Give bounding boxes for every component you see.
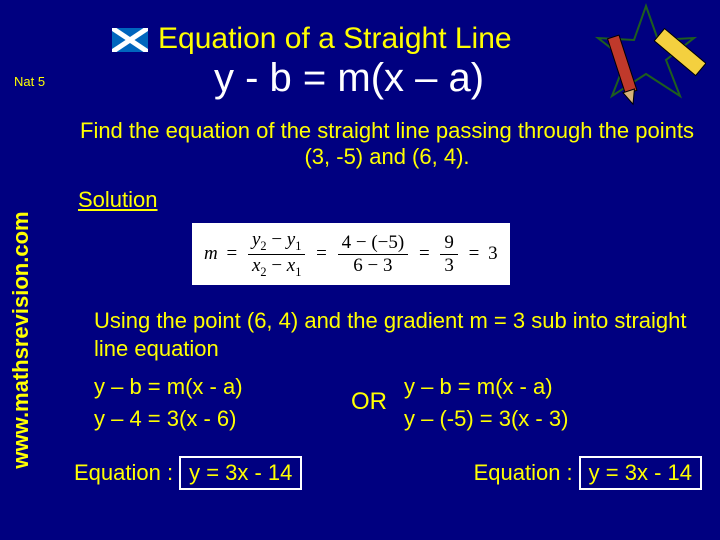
- using-text: Using the point (6, 4) and the gradient …: [94, 307, 702, 362]
- formula-m-label: m: [204, 243, 218, 264]
- content-area: Find the equation of the straight line p…: [72, 118, 702, 490]
- saltire-flag-icon: [112, 28, 148, 52]
- right-column: y – b = m(x - a) y – (-5) = 3(x - 3): [404, 374, 684, 438]
- pencil-ruler-starburst-icon: [586, 0, 706, 120]
- left-column: y – b = m(x - a) y – 4 = 3(x - 6): [94, 374, 334, 438]
- level-label: Nat 5: [14, 74, 45, 89]
- final-equation-row: Equation : y = 3x - 14 Equation : y = 3x…: [80, 446, 702, 490]
- left-line-1: y – b = m(x - a): [94, 374, 334, 400]
- question-text: Find the equation of the straight line p…: [72, 118, 702, 171]
- solution-label: Solution: [78, 187, 702, 213]
- right-line-1: y – b = m(x - a): [404, 374, 684, 400]
- formula-den3: 3: [440, 255, 458, 277]
- formula-num3: 9: [440, 232, 458, 255]
- left-final-box: y = 3x - 14: [179, 456, 302, 490]
- left-final: Equation : y = 3x - 14: [74, 456, 302, 490]
- formula-result: 3: [488, 243, 498, 264]
- formula-num2: 4 − (−5): [338, 232, 409, 255]
- right-final: Equation : y = 3x - 14: [474, 456, 702, 490]
- sidebar-url: www.mathsrevision.com: [8, 160, 38, 520]
- sidebar-url-text: www.mathsrevision.com: [8, 160, 34, 520]
- right-final-box: y = 3x - 14: [579, 456, 702, 490]
- left-line-2: y – 4 = 3(x - 6): [94, 406, 334, 432]
- page-title: Equation of a Straight Line: [158, 22, 512, 56]
- right-final-label: Equation :: [474, 460, 573, 486]
- gradient-formula-box: m = y2 − y1 x2 − x1 = 4 − (−5) 6 − 3 = 9…: [192, 223, 510, 286]
- or-label: OR: [334, 374, 404, 438]
- left-final-label: Equation :: [74, 460, 173, 486]
- right-line-2: y – (-5) = 3(x - 3): [404, 406, 684, 432]
- main-equation: y - b = m(x – a): [214, 56, 484, 101]
- formula-den2: 6 − 3: [338, 255, 409, 277]
- two-column-work: y – b = m(x - a) y – 4 = 3(x - 6) OR y –…: [94, 374, 702, 438]
